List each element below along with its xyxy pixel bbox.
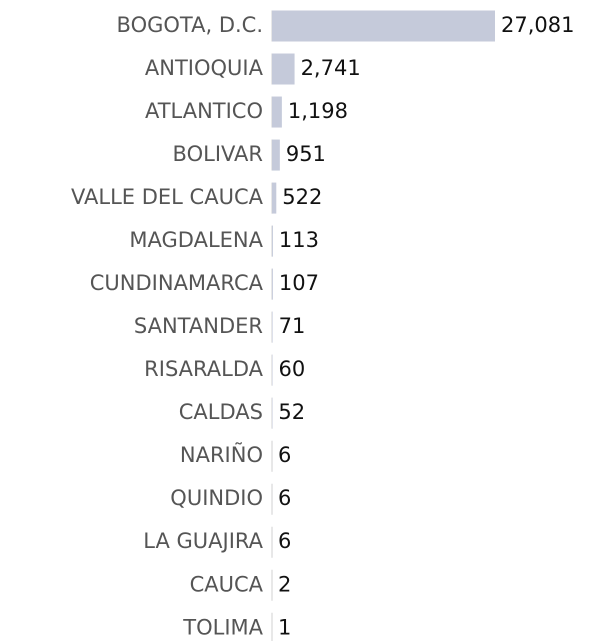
bar xyxy=(272,53,295,85)
value-label: 6 xyxy=(278,529,291,553)
bar xyxy=(272,96,282,128)
bar xyxy=(272,268,273,300)
value-label: 1,198 xyxy=(288,99,348,123)
bar xyxy=(272,225,273,257)
value-label: 52 xyxy=(278,400,305,424)
category-label: MAGDALENA xyxy=(129,228,263,252)
value-label: 1 xyxy=(278,615,291,639)
category-label: ANTIOQUIA xyxy=(145,56,264,80)
category-label: ATLANTICO xyxy=(145,99,263,123)
value-label: 2,741 xyxy=(301,56,361,80)
value-label: 2 xyxy=(278,572,291,596)
category-label: SANTANDER xyxy=(134,314,263,338)
bar xyxy=(272,182,277,214)
value-label: 951 xyxy=(286,142,326,166)
value-label: 27,081 xyxy=(501,13,574,37)
category-label: BOGOTA, D.C. xyxy=(117,13,263,37)
bar xyxy=(272,139,280,171)
value-label: 522 xyxy=(282,185,322,209)
value-label: 71 xyxy=(279,314,306,338)
category-label: LA GUAJIRA xyxy=(143,529,263,553)
category-label: RISARALDA xyxy=(144,357,263,381)
category-label: CAUCA xyxy=(190,572,264,596)
value-label: 6 xyxy=(278,443,291,467)
category-label: CALDAS xyxy=(179,400,263,424)
bar xyxy=(272,311,273,343)
category-label: BOLIVAR xyxy=(173,142,263,166)
value-label: 113 xyxy=(279,228,319,252)
value-label: 60 xyxy=(278,357,305,381)
category-label: TOLIMA xyxy=(182,615,263,639)
category-label: NARIÑO xyxy=(180,441,263,467)
category-label: CUNDINAMARCA xyxy=(90,271,264,295)
category-label: QUINDIO xyxy=(170,486,263,510)
value-label: 6 xyxy=(278,486,291,510)
value-label: 107 xyxy=(279,271,319,295)
category-label: VALLE DEL CAUCA xyxy=(71,185,264,209)
bar xyxy=(272,10,495,42)
